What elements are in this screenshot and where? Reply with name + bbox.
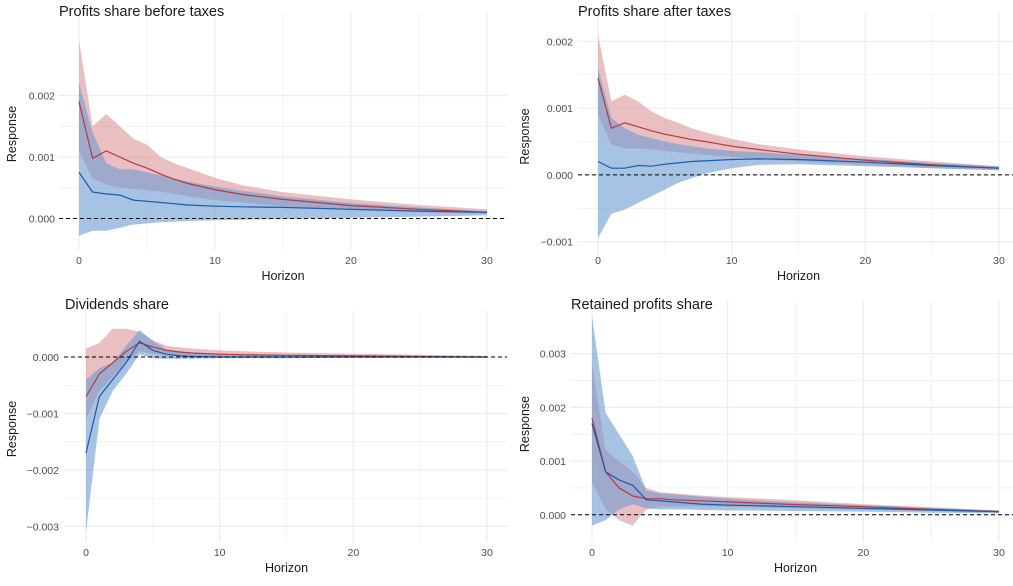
x-axis-label: Horizon xyxy=(265,561,308,575)
chart-panel-2: Profits share after taxes −0.001 0.000 0.00… xyxy=(518,4,1013,283)
x-tick-label: 20 xyxy=(345,255,357,267)
x-tick-label: 10 xyxy=(726,255,738,267)
red-confidence-band xyxy=(598,34,999,171)
y-tick-label: 0.003 xyxy=(540,349,566,361)
x-tick-label: 10 xyxy=(209,255,221,267)
chart-title: Dividends share xyxy=(65,297,169,313)
x-tick-label: 30 xyxy=(481,255,493,267)
y-tick-label: 0.001 xyxy=(540,456,566,468)
red-response-line xyxy=(85,342,488,397)
x-axis-label: Horizon xyxy=(261,269,304,283)
y-tick-label: −0.003 xyxy=(27,521,60,533)
y-tick-label: 0.000 xyxy=(540,510,566,522)
red-confidence-band xyxy=(86,328,487,420)
y-tick-label: 0.002 xyxy=(547,36,573,48)
y-tick-label: 0.000 xyxy=(547,170,573,182)
chart-panel-3: Dividends share −0.003 −0.002 −0.001 0.000 0 1… xyxy=(5,297,507,575)
y-tick-label: 0.000 xyxy=(33,352,59,364)
x-tick-label: 30 xyxy=(993,255,1005,267)
y-tick-label: −0.001 xyxy=(27,408,60,420)
y-axis-label: Response xyxy=(5,401,19,457)
y-tick-label: 0.001 xyxy=(29,152,55,164)
chart-title: Profits share after taxes xyxy=(578,4,731,20)
red-response-line xyxy=(597,77,1000,169)
blue-response-line xyxy=(591,423,1000,513)
x-tick-label: 30 xyxy=(993,547,1005,559)
x-tick-label: 10 xyxy=(722,547,734,559)
chart-title: Profits share before taxes xyxy=(59,4,224,20)
x-tick-label: 10 xyxy=(214,547,226,559)
y-axis-label: Response xyxy=(518,396,532,452)
y-axis-label: Response xyxy=(518,108,532,164)
blue-confidence-band xyxy=(86,330,487,532)
chart-panel-1: Profits share before taxes 0.000 0.001 0.00… xyxy=(5,4,507,283)
x-tick-label: 30 xyxy=(481,547,493,559)
x-tick-label: 0 xyxy=(76,255,82,267)
y-axis-label: Response xyxy=(5,106,19,162)
y-tick-label: −0.001 xyxy=(541,237,574,249)
x-tick-label: 20 xyxy=(859,255,871,267)
blue-confidence-band xyxy=(598,68,999,239)
x-tick-label: 20 xyxy=(857,547,869,559)
blue-response-line xyxy=(597,158,1000,169)
y-tick-label: 0.001 xyxy=(547,103,573,115)
x-axis-label: Horizon xyxy=(777,269,820,283)
y-tick-label: 0.002 xyxy=(540,402,566,414)
y-tick-label: 0.000 xyxy=(29,213,55,225)
chart-title: Retained profits share xyxy=(571,297,713,313)
blue-response-line xyxy=(78,172,488,213)
x-tick-label: 20 xyxy=(347,547,359,559)
red-response-line xyxy=(591,417,1000,513)
x-axis-label: Horizon xyxy=(774,561,817,575)
y-tick-label: −0.002 xyxy=(27,465,60,477)
x-tick-label: 0 xyxy=(595,255,601,267)
red-confidence-band xyxy=(79,40,487,214)
blue-confidence-band xyxy=(79,83,487,236)
red-response-line xyxy=(78,101,488,213)
y-tick-label: 0.002 xyxy=(29,91,55,103)
chart-panel-4: Retained profits share 0.000 0.001 0.002 0.0… xyxy=(518,297,1013,575)
x-tick-label: 0 xyxy=(589,547,595,559)
x-tick-label: 0 xyxy=(83,547,89,559)
